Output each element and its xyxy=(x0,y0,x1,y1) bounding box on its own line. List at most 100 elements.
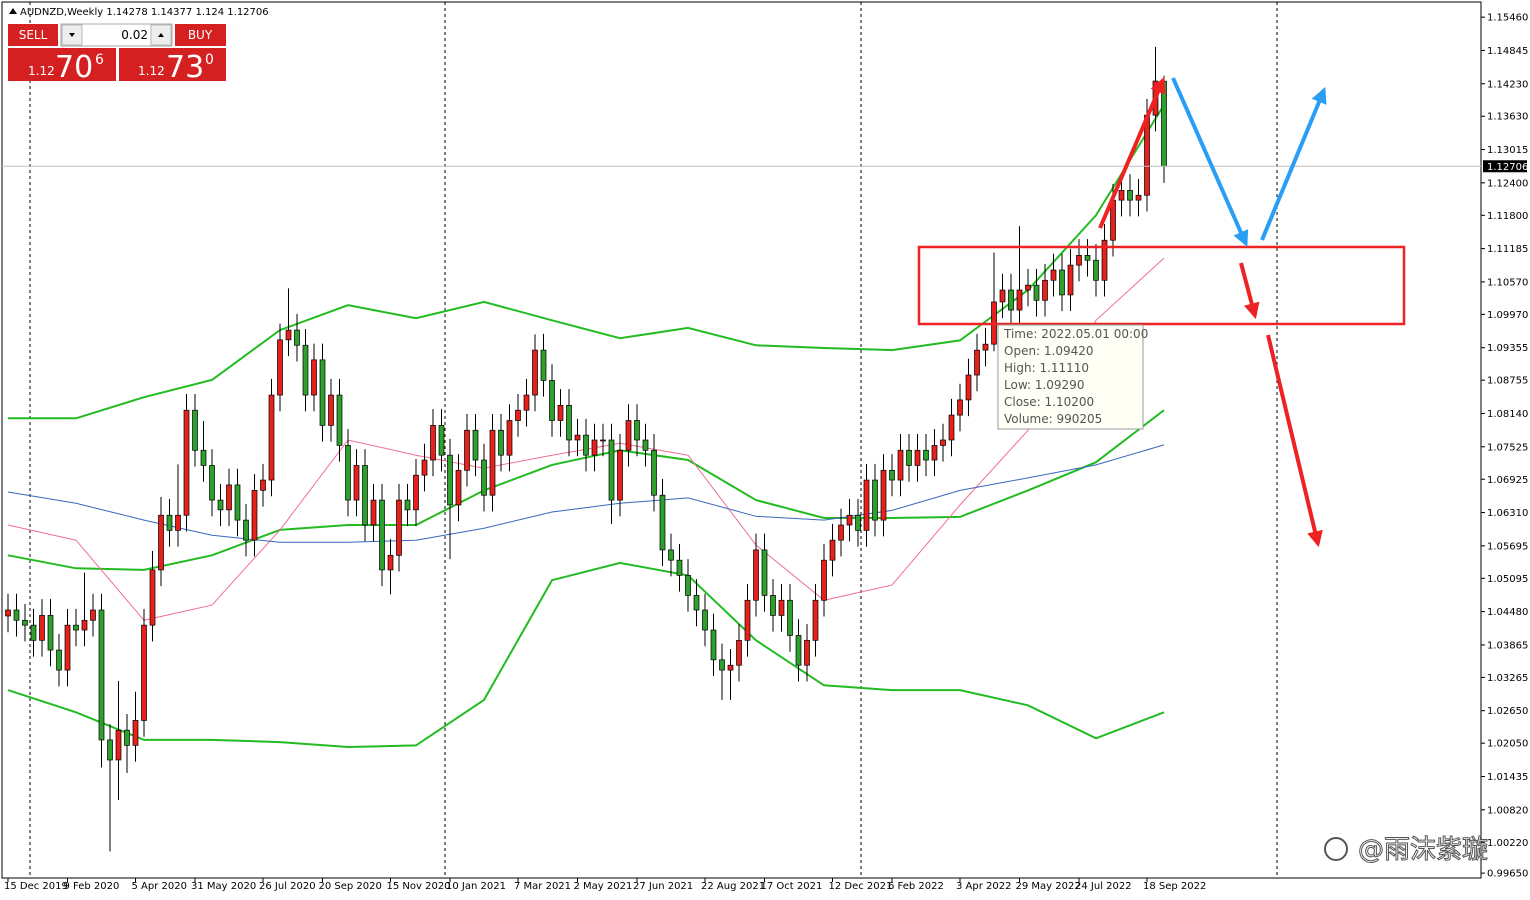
candle-body xyxy=(668,549,674,561)
bid-box[interactable] xyxy=(8,48,116,81)
candle-body xyxy=(999,289,1006,303)
lot-value: 0.02 xyxy=(121,28,148,42)
candle-body xyxy=(481,459,487,496)
tooltip-line: Close: 1.10200 xyxy=(1004,395,1094,409)
candle-body xyxy=(141,624,147,721)
candle-body xyxy=(124,729,130,746)
candle-body xyxy=(812,599,819,641)
candle-body xyxy=(719,659,725,671)
candle-body xyxy=(787,599,793,636)
y-tick-label: 1.11185 xyxy=(1487,244,1528,255)
candle-body xyxy=(778,599,785,616)
candle-body xyxy=(532,349,538,396)
header-close: 1.12706 xyxy=(227,7,268,18)
candle-body xyxy=(974,349,980,376)
lot-input[interactable] xyxy=(60,23,173,47)
watermark-logo xyxy=(1324,837,1348,861)
indicator-line xyxy=(8,104,1165,420)
candle-body xyxy=(634,420,640,441)
y-tick-label: 1.06925 xyxy=(1487,475,1528,486)
y-tick-label: 1.10570 xyxy=(1487,277,1528,288)
candle-body xyxy=(506,420,513,456)
candle-body xyxy=(421,459,428,476)
candle-body xyxy=(192,409,198,451)
candle-body xyxy=(651,449,657,496)
candle-body xyxy=(1050,269,1057,281)
y-tick-label: 0.99650 xyxy=(1487,869,1528,880)
candle-body xyxy=(957,399,963,416)
candle-body xyxy=(906,449,912,466)
candle-body xyxy=(940,439,946,446)
candle-body xyxy=(302,344,309,396)
zone-box xyxy=(917,245,1406,326)
plot-area xyxy=(1,1,1482,879)
candle-body xyxy=(557,404,564,421)
candle-body xyxy=(345,445,351,501)
collapse-icon[interactable] xyxy=(9,8,17,14)
header-open: 1.14278 xyxy=(106,7,147,18)
candle-body xyxy=(727,664,734,671)
candle-body xyxy=(336,394,343,446)
candle-body xyxy=(447,454,453,506)
y-tick-label: 1.00220 xyxy=(1487,838,1528,849)
tooltip-line: Time: 2022.05.01 00:00 xyxy=(1003,327,1148,341)
candle-body xyxy=(872,479,878,521)
ask-box[interactable] xyxy=(119,48,226,81)
trade-panel: SELL 0.02 BUY 1.12 70 6 1.12 73 0 xyxy=(8,23,227,85)
y-tick-label: 1.02050 xyxy=(1487,739,1528,750)
x-tick-label: 10 Jan 2021 xyxy=(446,881,506,892)
y-tick-label: 1.06310 xyxy=(1487,508,1528,519)
candle-body xyxy=(523,394,530,411)
x-tick-label: 31 May 2020 xyxy=(191,881,256,892)
arrow-up-red xyxy=(1098,77,1166,229)
candle-body xyxy=(328,394,334,426)
candle-body xyxy=(183,409,190,516)
candle-body xyxy=(965,374,972,401)
candle-body xyxy=(1067,264,1074,296)
y-tick-label: 1.08140 xyxy=(1487,409,1528,420)
candle-body xyxy=(73,624,79,631)
arrow-up-blue xyxy=(1260,87,1327,241)
candle-body xyxy=(472,429,479,461)
arrow-down-blue xyxy=(1171,77,1249,247)
candle-body xyxy=(1144,114,1150,196)
header-high: 1.14377 xyxy=(151,7,192,18)
symbol-title: AUDNZD,Weekly xyxy=(20,7,103,18)
price-label: 1.12706 xyxy=(1487,162,1528,173)
y-tick-label: 1.04480 xyxy=(1487,607,1528,618)
candle-body xyxy=(770,595,776,616)
x-tick-label: 26 Jul 2020 xyxy=(259,881,316,892)
sell-button[interactable] xyxy=(8,24,58,46)
candle-body xyxy=(455,469,462,506)
candle-body xyxy=(438,425,445,456)
candle-body xyxy=(617,449,623,501)
y-tick-label: 1.12400 xyxy=(1487,178,1528,189)
candle-body xyxy=(387,554,394,571)
ask-small: 0 xyxy=(205,52,214,68)
indicator-line xyxy=(7,444,1165,543)
candle-body xyxy=(889,469,895,481)
candle-body xyxy=(285,329,292,341)
candle-body xyxy=(362,465,368,526)
y-tick-label: 1.08755 xyxy=(1487,376,1528,387)
x-tick-label: 2 May 2021 xyxy=(574,881,633,892)
buy-button[interactable] xyxy=(175,24,226,46)
candle-body xyxy=(13,609,20,621)
candle-body xyxy=(268,394,275,481)
chart-header: AUDNZD,Weekly 1.14278 1.14377 1.124 1.12… xyxy=(20,7,269,18)
candle-body xyxy=(209,465,215,501)
bid-big: 70 xyxy=(55,50,93,85)
candle-body xyxy=(396,499,402,556)
candle-body xyxy=(1093,259,1099,281)
candle-body xyxy=(166,514,173,531)
y-tick-label: 1.14230 xyxy=(1487,79,1528,90)
y-tick-label: 1.03265 xyxy=(1487,673,1528,684)
tooltip-line: High: 1.11110 xyxy=(1004,361,1089,375)
candle-body xyxy=(931,445,938,461)
candle-body xyxy=(829,539,836,561)
candle-body xyxy=(489,429,496,496)
candle-body xyxy=(549,380,555,421)
candle-body xyxy=(294,329,300,346)
arrow-down-red xyxy=(1266,334,1323,548)
